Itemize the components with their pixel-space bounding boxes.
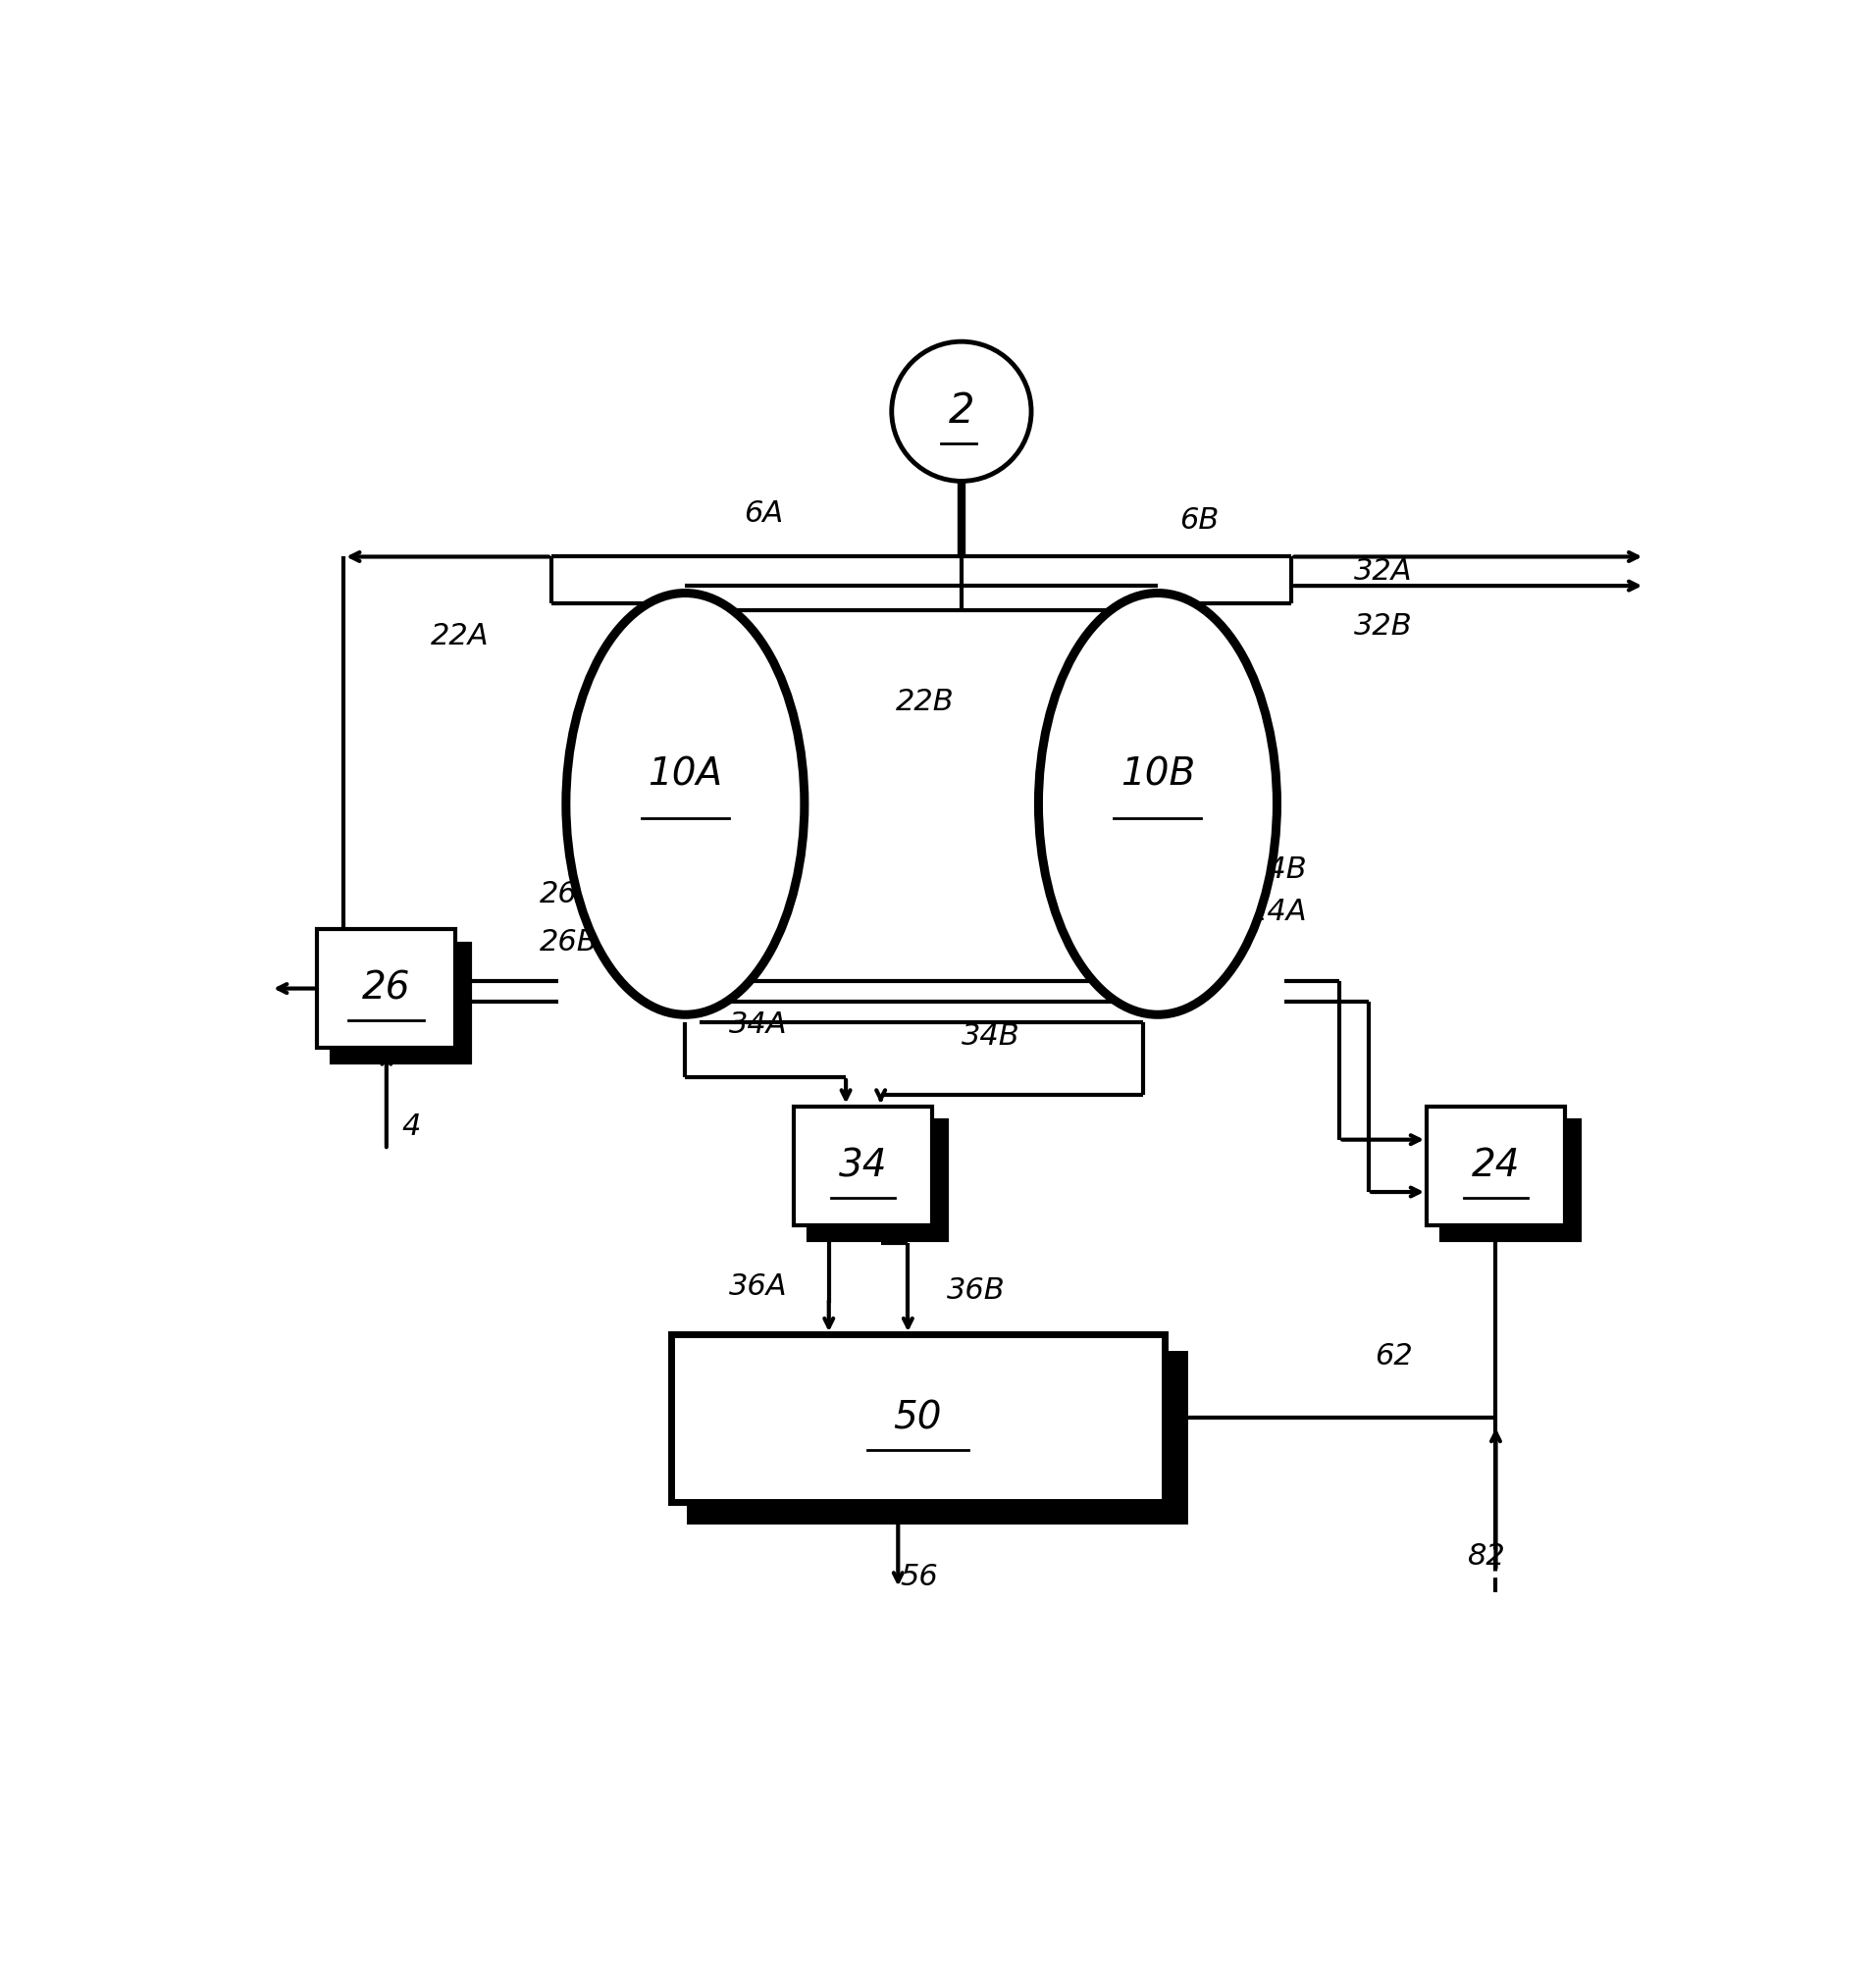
Text: 22B: 22B <box>897 688 955 716</box>
Text: 10B: 10B <box>1120 757 1195 794</box>
Text: 6B: 6B <box>1180 505 1219 535</box>
Text: 32A: 32A <box>1354 556 1413 586</box>
Text: 26B: 26B <box>540 928 598 955</box>
Text: 62: 62 <box>1375 1343 1413 1370</box>
Text: 24B: 24B <box>1249 855 1308 883</box>
Text: 26: 26 <box>362 969 411 1007</box>
Text: 34A: 34A <box>728 1011 788 1040</box>
Text: 36B: 36B <box>947 1276 1006 1305</box>
Bar <box>317 928 456 1048</box>
Bar <box>690 1353 1184 1520</box>
Bar <box>1426 1107 1565 1225</box>
Text: 50: 50 <box>893 1400 942 1437</box>
Bar <box>1441 1121 1580 1241</box>
Text: 10A: 10A <box>647 757 722 794</box>
Text: 2: 2 <box>949 391 974 433</box>
Bar <box>332 944 471 1062</box>
Text: 6A: 6A <box>743 499 782 527</box>
Bar <box>794 1107 932 1225</box>
Text: 32B: 32B <box>1354 611 1413 641</box>
Text: 24A: 24A <box>1249 896 1308 926</box>
Text: 36A: 36A <box>728 1272 788 1301</box>
Text: 34: 34 <box>839 1148 887 1184</box>
Text: 82: 82 <box>1467 1543 1505 1571</box>
Bar <box>809 1121 947 1241</box>
Ellipse shape <box>1039 594 1278 1014</box>
Ellipse shape <box>567 594 805 1014</box>
Text: 26A: 26A <box>540 879 598 908</box>
Text: 24: 24 <box>1471 1148 1520 1184</box>
Text: 4: 4 <box>401 1113 420 1140</box>
Text: 34B: 34B <box>961 1022 1021 1050</box>
Text: 56: 56 <box>900 1563 938 1590</box>
Text: 22A: 22A <box>431 623 490 651</box>
Bar <box>670 1335 1165 1502</box>
Circle shape <box>891 342 1032 482</box>
